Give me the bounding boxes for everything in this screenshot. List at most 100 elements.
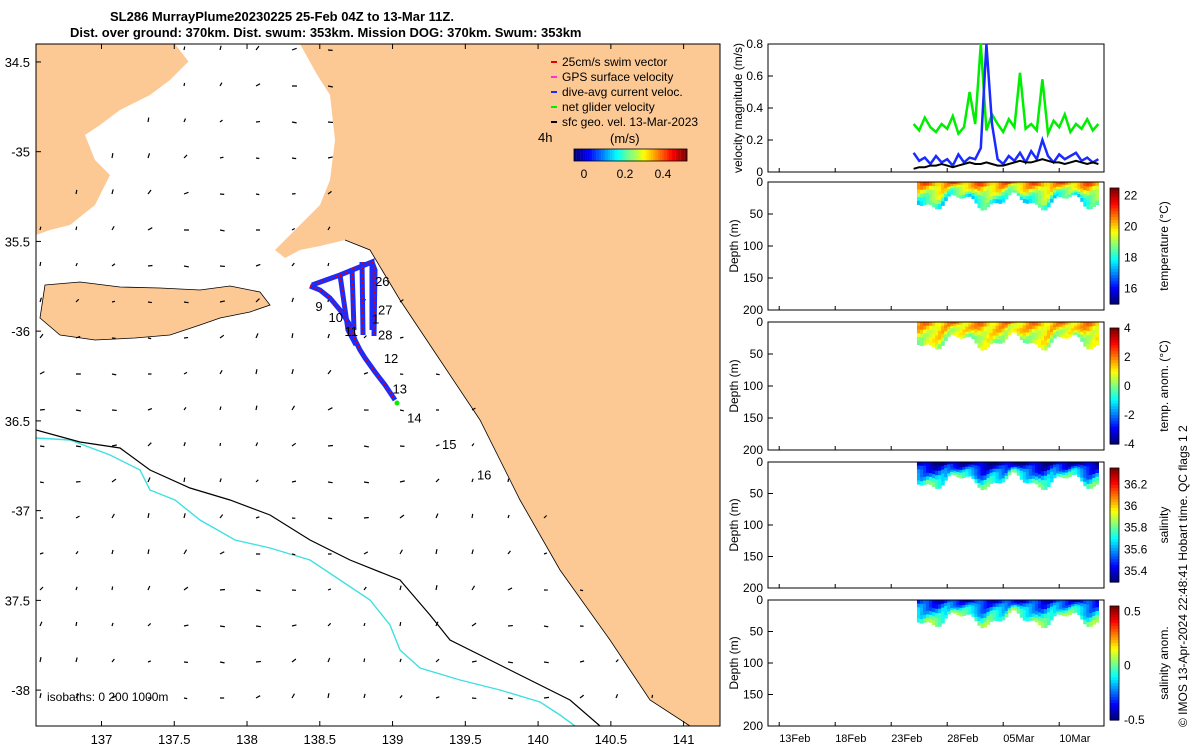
heatmap-cell xyxy=(1065,192,1069,196)
colorbar-cell xyxy=(589,149,593,161)
heatmap-cell xyxy=(1037,600,1042,605)
heatmap-cell xyxy=(986,190,991,195)
heatmap-cell xyxy=(1089,479,1093,485)
glider-position xyxy=(394,400,400,406)
heatmap-cell xyxy=(1004,335,1009,340)
heatmap-cell xyxy=(1065,184,1069,188)
heatmap-cell xyxy=(1019,324,1024,329)
heatmap-cell xyxy=(983,608,988,615)
heatmap-cell xyxy=(1062,327,1066,331)
sfc-arrow xyxy=(111,586,114,591)
heatmap-cell xyxy=(1040,609,1045,615)
sfc-arrow xyxy=(219,45,222,51)
heatmap-cell xyxy=(1077,334,1081,338)
heatmap-cell xyxy=(950,468,954,471)
heatmap-cell xyxy=(965,189,969,193)
sfc-arrow xyxy=(435,658,440,663)
cbar-cell xyxy=(1110,298,1119,302)
heatmap-cell xyxy=(962,329,966,334)
heatmap-cell xyxy=(968,186,972,190)
cbar-cell xyxy=(1110,623,1119,627)
heatmap-cell xyxy=(1083,481,1087,487)
depth-label: Depth (m) xyxy=(727,219,741,272)
heatmap-cell xyxy=(977,608,982,614)
heatmap-cell xyxy=(923,476,927,482)
depth-tick-label: 200 xyxy=(743,719,763,733)
heatmap-cell xyxy=(1001,185,1006,190)
heatmap-cell xyxy=(1083,334,1087,339)
sfc-arrow xyxy=(291,658,297,663)
heatmap-cell xyxy=(953,602,957,605)
heatmap-cell xyxy=(1031,478,1036,483)
heatmap-cell xyxy=(1019,464,1024,469)
heatmap-cell xyxy=(929,182,933,187)
cbar-cell xyxy=(1110,654,1119,658)
sfc-arrow xyxy=(147,477,151,483)
heatmap-cell xyxy=(1086,483,1090,489)
heatmap-cell xyxy=(1056,184,1060,188)
heatmap-cell xyxy=(1083,611,1087,617)
heatmap-cell xyxy=(919,325,924,331)
heatmap-cell xyxy=(965,184,969,188)
heatmap-cell xyxy=(968,189,972,193)
heatmap-cell xyxy=(1037,186,1042,191)
heatmap-cell xyxy=(1031,616,1036,621)
sfc-arrow xyxy=(147,585,151,591)
heatmap-cell xyxy=(1034,182,1039,187)
heatmap-cell xyxy=(1089,608,1093,614)
heatmap-cell xyxy=(965,602,969,606)
heatmap-cell xyxy=(971,332,976,337)
heatmap-cell xyxy=(916,603,921,608)
heatmap-cell xyxy=(919,333,924,339)
heatmap-cell xyxy=(1043,182,1048,188)
heatmap-cell xyxy=(1077,607,1081,611)
heatmap-cell xyxy=(974,603,979,608)
heatmap-cell xyxy=(1092,322,1096,327)
heatmap-cell xyxy=(983,191,988,197)
heatmap-cell xyxy=(977,339,982,344)
heatmap-cell xyxy=(938,322,942,328)
heatmap-cell xyxy=(962,607,966,611)
legend: 25cm/s swim vector GPS surface velocity … xyxy=(538,55,698,181)
heatmap-cell xyxy=(1077,326,1081,330)
heatmap-cell xyxy=(1010,186,1015,190)
heatmap-cell xyxy=(974,475,979,480)
heatmap-cell xyxy=(953,184,957,187)
sfc-arrow xyxy=(39,621,43,627)
heatmap-cell xyxy=(1022,465,1027,470)
heatmap-cell xyxy=(1007,600,1012,603)
heatmap-cell xyxy=(935,475,939,481)
heatmap-cell xyxy=(1059,464,1063,468)
heatmap-cell xyxy=(947,186,951,190)
colorbar-cell xyxy=(657,149,661,161)
heatmap-cell xyxy=(1010,466,1015,470)
heatmap-cell xyxy=(1007,602,1012,605)
heatmap-cell xyxy=(995,617,1000,622)
heatmap-cell xyxy=(998,613,1003,618)
heatmap-cell xyxy=(1056,471,1060,475)
colorbar-tick-2: 0.4 xyxy=(655,167,672,181)
heatmap-cell xyxy=(968,324,972,328)
lat-tick-label: -36 xyxy=(11,324,30,339)
heatmap-cell xyxy=(938,326,942,332)
heatmap-cell xyxy=(1001,609,1006,614)
cbar-cell xyxy=(1110,214,1119,218)
heatmap-cell xyxy=(938,475,942,480)
heatmap-cell xyxy=(956,186,960,191)
heatmap-cell xyxy=(1007,182,1012,185)
heatmap-cell xyxy=(1007,466,1012,469)
heatmap-cell xyxy=(1013,462,1018,465)
cbar-cell xyxy=(1110,426,1119,431)
heatmap-cell xyxy=(1016,464,1021,467)
heatmap-cell xyxy=(932,616,936,621)
heatmap-cell xyxy=(983,466,988,472)
heatmap-cell xyxy=(1077,331,1081,335)
heatmap-cell xyxy=(1025,199,1030,204)
heatmap-cell xyxy=(919,611,924,616)
heatmap-cell xyxy=(1053,472,1057,476)
lat-tick-label: -35 xyxy=(11,145,30,160)
heatmap-cell xyxy=(1004,467,1009,471)
sfc-arrow xyxy=(183,586,189,591)
heatmap-cell xyxy=(1095,333,1099,338)
